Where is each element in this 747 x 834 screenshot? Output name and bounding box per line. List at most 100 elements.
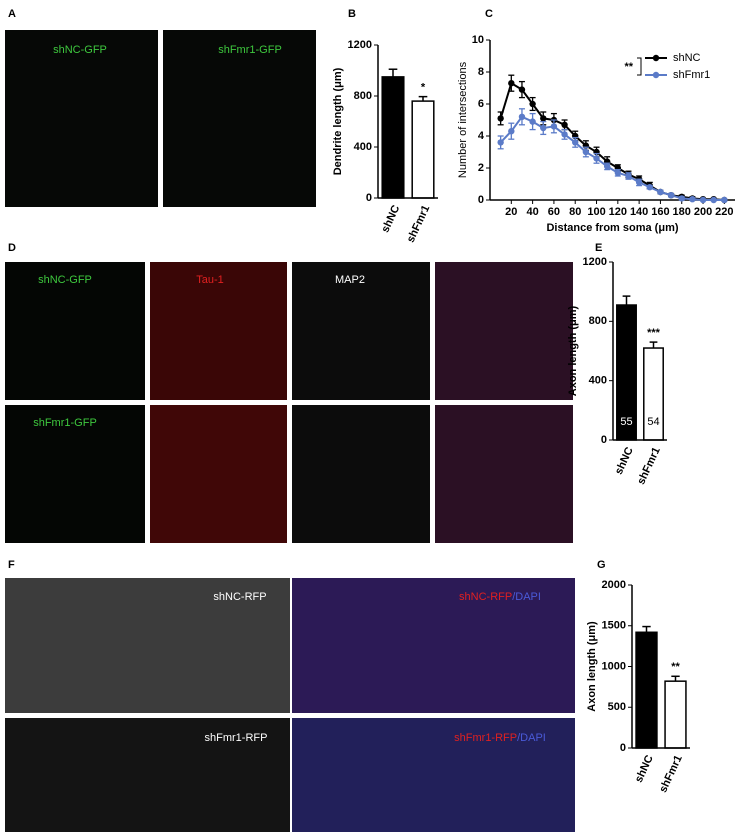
y-tick-label: 2000 xyxy=(602,579,626,591)
point xyxy=(603,163,611,170)
y-tick-label: 400 xyxy=(354,141,372,153)
y-tick-label: 0 xyxy=(620,742,626,754)
significance: ** xyxy=(671,661,680,673)
y-tick-label: 0 xyxy=(478,194,484,206)
y-tick-label: 8 xyxy=(478,66,484,78)
point xyxy=(518,86,526,93)
point xyxy=(721,196,728,204)
bar xyxy=(635,631,658,749)
x-tick-label: shNC xyxy=(633,753,656,784)
point xyxy=(646,184,653,191)
x-axis-title: Distance from soma (μm) xyxy=(546,222,678,234)
point xyxy=(550,123,558,130)
point xyxy=(614,169,622,176)
x-tick-label: shFmr1 xyxy=(405,203,433,244)
micrograph xyxy=(292,578,575,713)
y-axis-title: Dendrite length (μm) xyxy=(332,67,344,175)
x-tick-label: 180 xyxy=(673,206,691,218)
image-label: shFmr1-RFP xyxy=(205,732,268,744)
micrograph xyxy=(292,718,575,832)
image-label: shFmr1-GFP xyxy=(33,417,97,429)
y-tick-label: 0 xyxy=(601,434,607,446)
point xyxy=(625,172,632,180)
y-tick-label: 1200 xyxy=(583,256,607,268)
panel-label: A xyxy=(8,8,16,20)
point xyxy=(518,113,526,121)
point xyxy=(572,139,579,146)
panel-label: C xyxy=(485,8,493,20)
legend-marker xyxy=(652,54,660,62)
point xyxy=(667,192,675,199)
legend-label: shFmr1 xyxy=(673,69,710,81)
point xyxy=(497,115,504,122)
point xyxy=(678,195,685,202)
x-tick-label: 160 xyxy=(651,206,669,218)
image-label: shNC-GFP xyxy=(53,44,107,56)
significance-bracket xyxy=(637,57,642,76)
point xyxy=(497,139,504,146)
y-tick-label: 4 xyxy=(478,130,485,142)
image-label-part: /DAPI xyxy=(517,732,546,744)
micrograph xyxy=(435,405,573,543)
point xyxy=(710,196,717,204)
image-label-part: /DAPI xyxy=(512,591,541,603)
legend-marker xyxy=(652,71,660,79)
micrograph xyxy=(5,718,290,832)
y-tick-label: 1200 xyxy=(348,39,372,51)
x-tick-label: 80 xyxy=(569,206,581,218)
micrograph xyxy=(5,30,158,207)
point xyxy=(529,118,536,125)
point xyxy=(582,148,590,156)
x-tick-label: 20 xyxy=(505,206,517,218)
y-tick-label: 1000 xyxy=(602,660,626,672)
significance: * xyxy=(421,82,426,94)
point xyxy=(529,100,536,108)
point xyxy=(540,124,547,132)
y-tick-label: 1500 xyxy=(602,620,626,632)
image-label: Tau-1 xyxy=(196,274,224,286)
y-tick-label: 0 xyxy=(366,192,372,204)
bar xyxy=(411,100,435,199)
bar-n-label: 55 xyxy=(620,416,632,428)
significance: *** xyxy=(647,327,661,339)
point xyxy=(635,179,643,186)
image-label: shNC-GFP xyxy=(38,274,92,286)
micrograph xyxy=(163,30,316,207)
point xyxy=(593,155,600,162)
x-tick-label: 220 xyxy=(715,206,733,218)
micrograph xyxy=(150,262,287,400)
point xyxy=(561,131,568,138)
micrograph xyxy=(5,578,290,713)
x-tick-label: 120 xyxy=(609,206,627,218)
x-tick-label: 140 xyxy=(630,206,648,218)
point xyxy=(689,196,696,203)
micrograph xyxy=(435,262,573,400)
panel-label: D xyxy=(8,242,16,254)
point xyxy=(561,121,568,128)
point xyxy=(540,115,547,122)
y-axis-title: Axon length (μm) xyxy=(586,621,598,712)
series-line xyxy=(499,115,725,201)
image-label: MAP2 xyxy=(335,274,365,286)
x-tick-label: shNC xyxy=(379,203,402,234)
series-line xyxy=(499,81,725,201)
micrograph xyxy=(292,262,430,400)
image-label: shNC-RFP/DAPI xyxy=(459,591,541,603)
significance: ** xyxy=(624,61,633,73)
bar xyxy=(664,680,687,749)
x-tick-label: shFmr1 xyxy=(635,445,663,486)
micrograph xyxy=(150,405,287,543)
point xyxy=(508,128,515,135)
panel-label: B xyxy=(348,8,356,20)
y-axis-title: Number of intersections xyxy=(457,61,469,178)
y-tick-label: 800 xyxy=(354,90,372,102)
panel-label: G xyxy=(597,559,606,571)
legend-label: shNC xyxy=(673,52,701,64)
y-tick-label: 2 xyxy=(478,162,484,174)
panel-label: F xyxy=(8,559,15,571)
point xyxy=(699,196,707,204)
y-tick-label: 6 xyxy=(478,98,484,110)
image-label-part: shFmr1-RFP xyxy=(454,732,517,744)
image-label: shFmr1-RFP/DAPI xyxy=(454,732,546,744)
